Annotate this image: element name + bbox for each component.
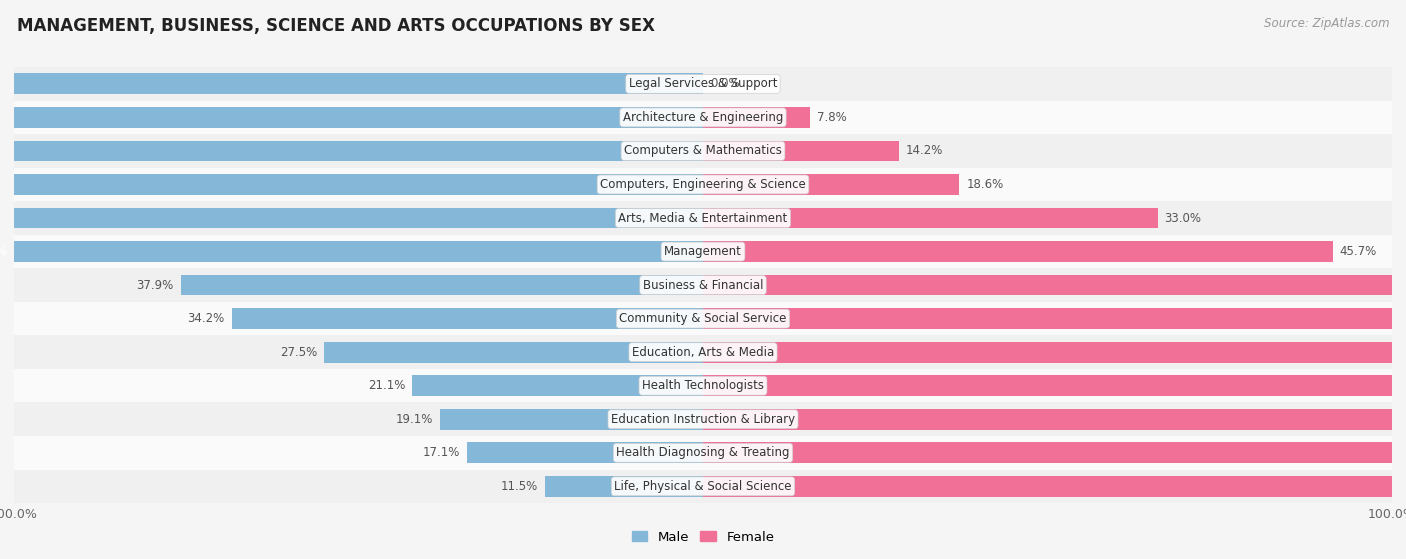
Bar	[0, 207, 703, 229]
Text: Management: Management	[664, 245, 742, 258]
Bar	[440, 409, 703, 430]
Bar	[14, 134, 1392, 168]
Bar	[14, 235, 1392, 268]
Bar	[703, 375, 1406, 396]
Bar	[703, 274, 1406, 296]
Text: Computers, Engineering & Science: Computers, Engineering & Science	[600, 178, 806, 191]
Bar	[14, 67, 1392, 101]
Text: Life, Physical & Social Science: Life, Physical & Social Science	[614, 480, 792, 493]
Text: Education, Arts & Media: Education, Arts & Media	[631, 345, 775, 359]
Text: 11.5%: 11.5%	[501, 480, 537, 493]
Bar	[703, 107, 810, 128]
Bar	[0, 140, 703, 162]
Bar	[703, 476, 1406, 497]
Bar	[703, 174, 959, 195]
Text: 54.3%: 54.3%	[0, 245, 7, 258]
Text: Architecture & Engineering: Architecture & Engineering	[623, 111, 783, 124]
Text: Health Diagnosing & Treating: Health Diagnosing & Treating	[616, 446, 790, 459]
Bar	[14, 302, 1392, 335]
Bar	[412, 375, 703, 396]
Bar	[703, 409, 1406, 430]
Text: Arts, Media & Entertainment: Arts, Media & Entertainment	[619, 211, 787, 225]
Text: 34.2%: 34.2%	[187, 312, 225, 325]
Text: MANAGEMENT, BUSINESS, SCIENCE AND ARTS OCCUPATIONS BY SEX: MANAGEMENT, BUSINESS, SCIENCE AND ARTS O…	[17, 17, 655, 35]
Bar	[14, 201, 1392, 235]
Text: 17.1%: 17.1%	[423, 446, 461, 459]
Text: 27.5%: 27.5%	[280, 345, 318, 359]
Bar	[703, 207, 1157, 229]
Bar	[0, 174, 703, 195]
Text: Business & Financial: Business & Financial	[643, 278, 763, 292]
Bar	[703, 140, 898, 162]
Text: 19.1%: 19.1%	[395, 413, 433, 426]
Text: 18.6%: 18.6%	[966, 178, 1004, 191]
Bar	[181, 274, 703, 296]
Text: Computers & Mathematics: Computers & Mathematics	[624, 144, 782, 158]
Bar	[703, 308, 1406, 329]
Bar	[14, 168, 1392, 201]
Legend: Male, Female: Male, Female	[626, 525, 780, 549]
Bar	[703, 241, 1333, 262]
Text: 21.1%: 21.1%	[368, 379, 405, 392]
Bar	[14, 101, 1392, 134]
Text: 14.2%: 14.2%	[905, 144, 943, 158]
Text: Legal Services & Support: Legal Services & Support	[628, 77, 778, 91]
Text: Community & Social Service: Community & Social Service	[619, 312, 787, 325]
Bar	[14, 436, 1392, 470]
Bar	[0, 73, 703, 94]
Text: 33.0%: 33.0%	[1164, 211, 1202, 225]
Bar	[14, 402, 1392, 436]
Bar	[467, 442, 703, 463]
Text: Source: ZipAtlas.com: Source: ZipAtlas.com	[1264, 17, 1389, 30]
Text: 45.7%: 45.7%	[1340, 245, 1376, 258]
Bar	[703, 442, 1406, 463]
Bar	[232, 308, 703, 329]
Text: Health Technologists: Health Technologists	[643, 379, 763, 392]
Bar	[0, 241, 703, 262]
Bar	[0, 107, 703, 128]
Bar	[14, 268, 1392, 302]
Bar	[703, 342, 1406, 363]
Text: 7.8%: 7.8%	[817, 111, 846, 124]
Bar	[544, 476, 703, 497]
Text: 0.0%: 0.0%	[710, 77, 740, 91]
Bar	[325, 342, 703, 363]
Text: Education Instruction & Library: Education Instruction & Library	[612, 413, 794, 426]
Bar	[14, 369, 1392, 402]
Text: 37.9%: 37.9%	[136, 278, 174, 292]
Bar	[14, 470, 1392, 503]
Bar	[14, 335, 1392, 369]
